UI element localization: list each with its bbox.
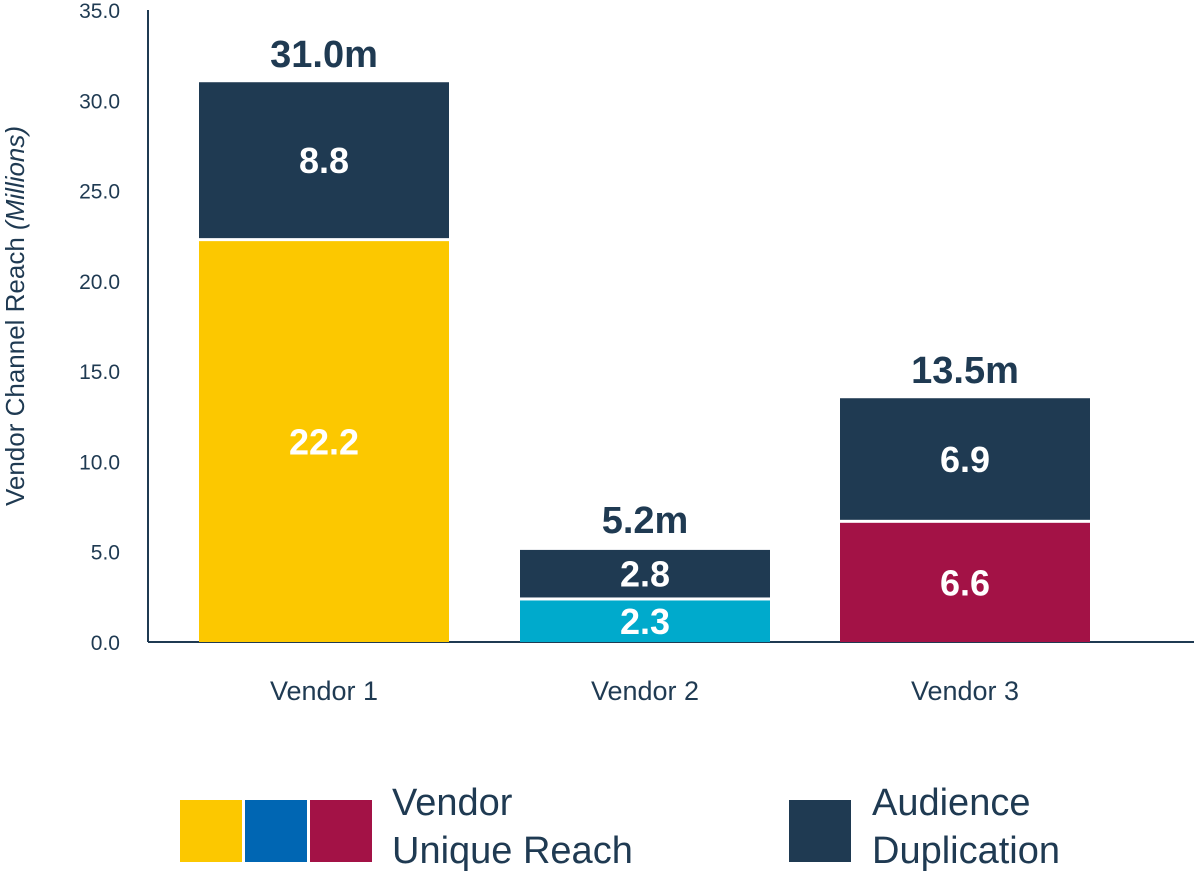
total-label: 5.2m — [602, 500, 689, 542]
legend-swatch-audience-duplication — [789, 800, 851, 862]
x-tick-label: Vendor 2 — [591, 676, 699, 706]
data-label-unique-reach: 22.2 — [289, 422, 359, 463]
chart-labels: 22.2 8.8 31.0m 2.3 2.8 5.2m 6.6 6.9 13.5m — [270, 34, 1019, 642]
data-label-unique-reach: 6.6 — [940, 562, 990, 603]
y-tick-label: 5.0 — [91, 542, 120, 565]
data-label-audience-duplication: 8.8 — [299, 140, 349, 181]
y-tick-label: 0.0 — [91, 632, 120, 655]
data-label-audience-duplication: 6.9 — [940, 439, 990, 480]
legend-label-line: Unique Reach — [392, 830, 633, 872]
bar-audience-duplication — [520, 549, 770, 598]
bar-unique-reach — [520, 600, 770, 642]
legend-swatch-unique-reach — [310, 800, 372, 862]
data-label-audience-duplication: 2.8 — [620, 554, 670, 595]
chart-legend: Vendor Unique Reach Audience Duplication — [180, 782, 1060, 872]
chart-axes: 0.0 5.0 10.0 15.0 20.0 25.0 30.0 35.0 Vendor Cha… — [0, 0, 1194, 706]
bar-unique-reach — [199, 241, 449, 643]
data-label-unique-reach: 2.3 — [620, 601, 670, 642]
x-tick-label: Vendor 3 — [911, 676, 1019, 706]
y-tick-label: 10.0 — [79, 451, 120, 474]
x-tick-label: Vendor 1 — [270, 676, 378, 706]
bar-unique-reach — [840, 522, 1090, 642]
y-axis-title: Vendor Channel Reach (Millions) — [0, 126, 30, 506]
bar-audience-duplication — [199, 82, 449, 239]
y-tick-label: 35.0 — [79, 0, 120, 23]
y-tick-label: 15.0 — [79, 361, 120, 384]
legend-label-line: Vendor — [392, 782, 513, 824]
legend-swatch-unique-reach — [180, 800, 242, 862]
y-tick-label: 30.0 — [79, 90, 120, 113]
legend-swatch-unique-reach — [245, 800, 307, 862]
y-axis-title-unit: (Millions) — [0, 126, 30, 230]
total-label: 13.5m — [911, 350, 1019, 392]
y-axis-title-main: Vendor Channel Reach — [0, 230, 30, 506]
total-label: 31.0m — [270, 34, 378, 76]
chart-bars — [199, 82, 1090, 643]
y-tick-label: 20.0 — [79, 271, 120, 294]
y-tick-label: 25.0 — [79, 181, 120, 204]
legend-label-line: Audience — [872, 782, 1030, 824]
legend-label-line: Duplication — [872, 830, 1060, 872]
bar-audience-duplication — [840, 398, 1090, 520]
